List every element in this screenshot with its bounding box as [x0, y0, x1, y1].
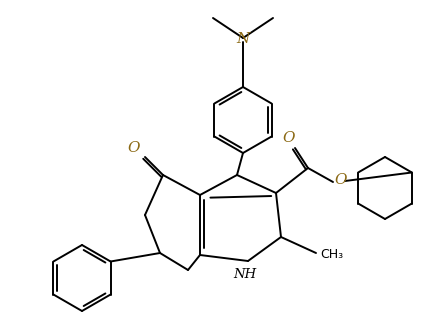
- Text: N: N: [236, 32, 250, 46]
- Text: O: O: [335, 173, 347, 187]
- Text: CH₃: CH₃: [320, 249, 344, 262]
- Text: NH: NH: [233, 268, 256, 282]
- Text: O: O: [283, 131, 295, 145]
- Text: O: O: [128, 141, 140, 155]
